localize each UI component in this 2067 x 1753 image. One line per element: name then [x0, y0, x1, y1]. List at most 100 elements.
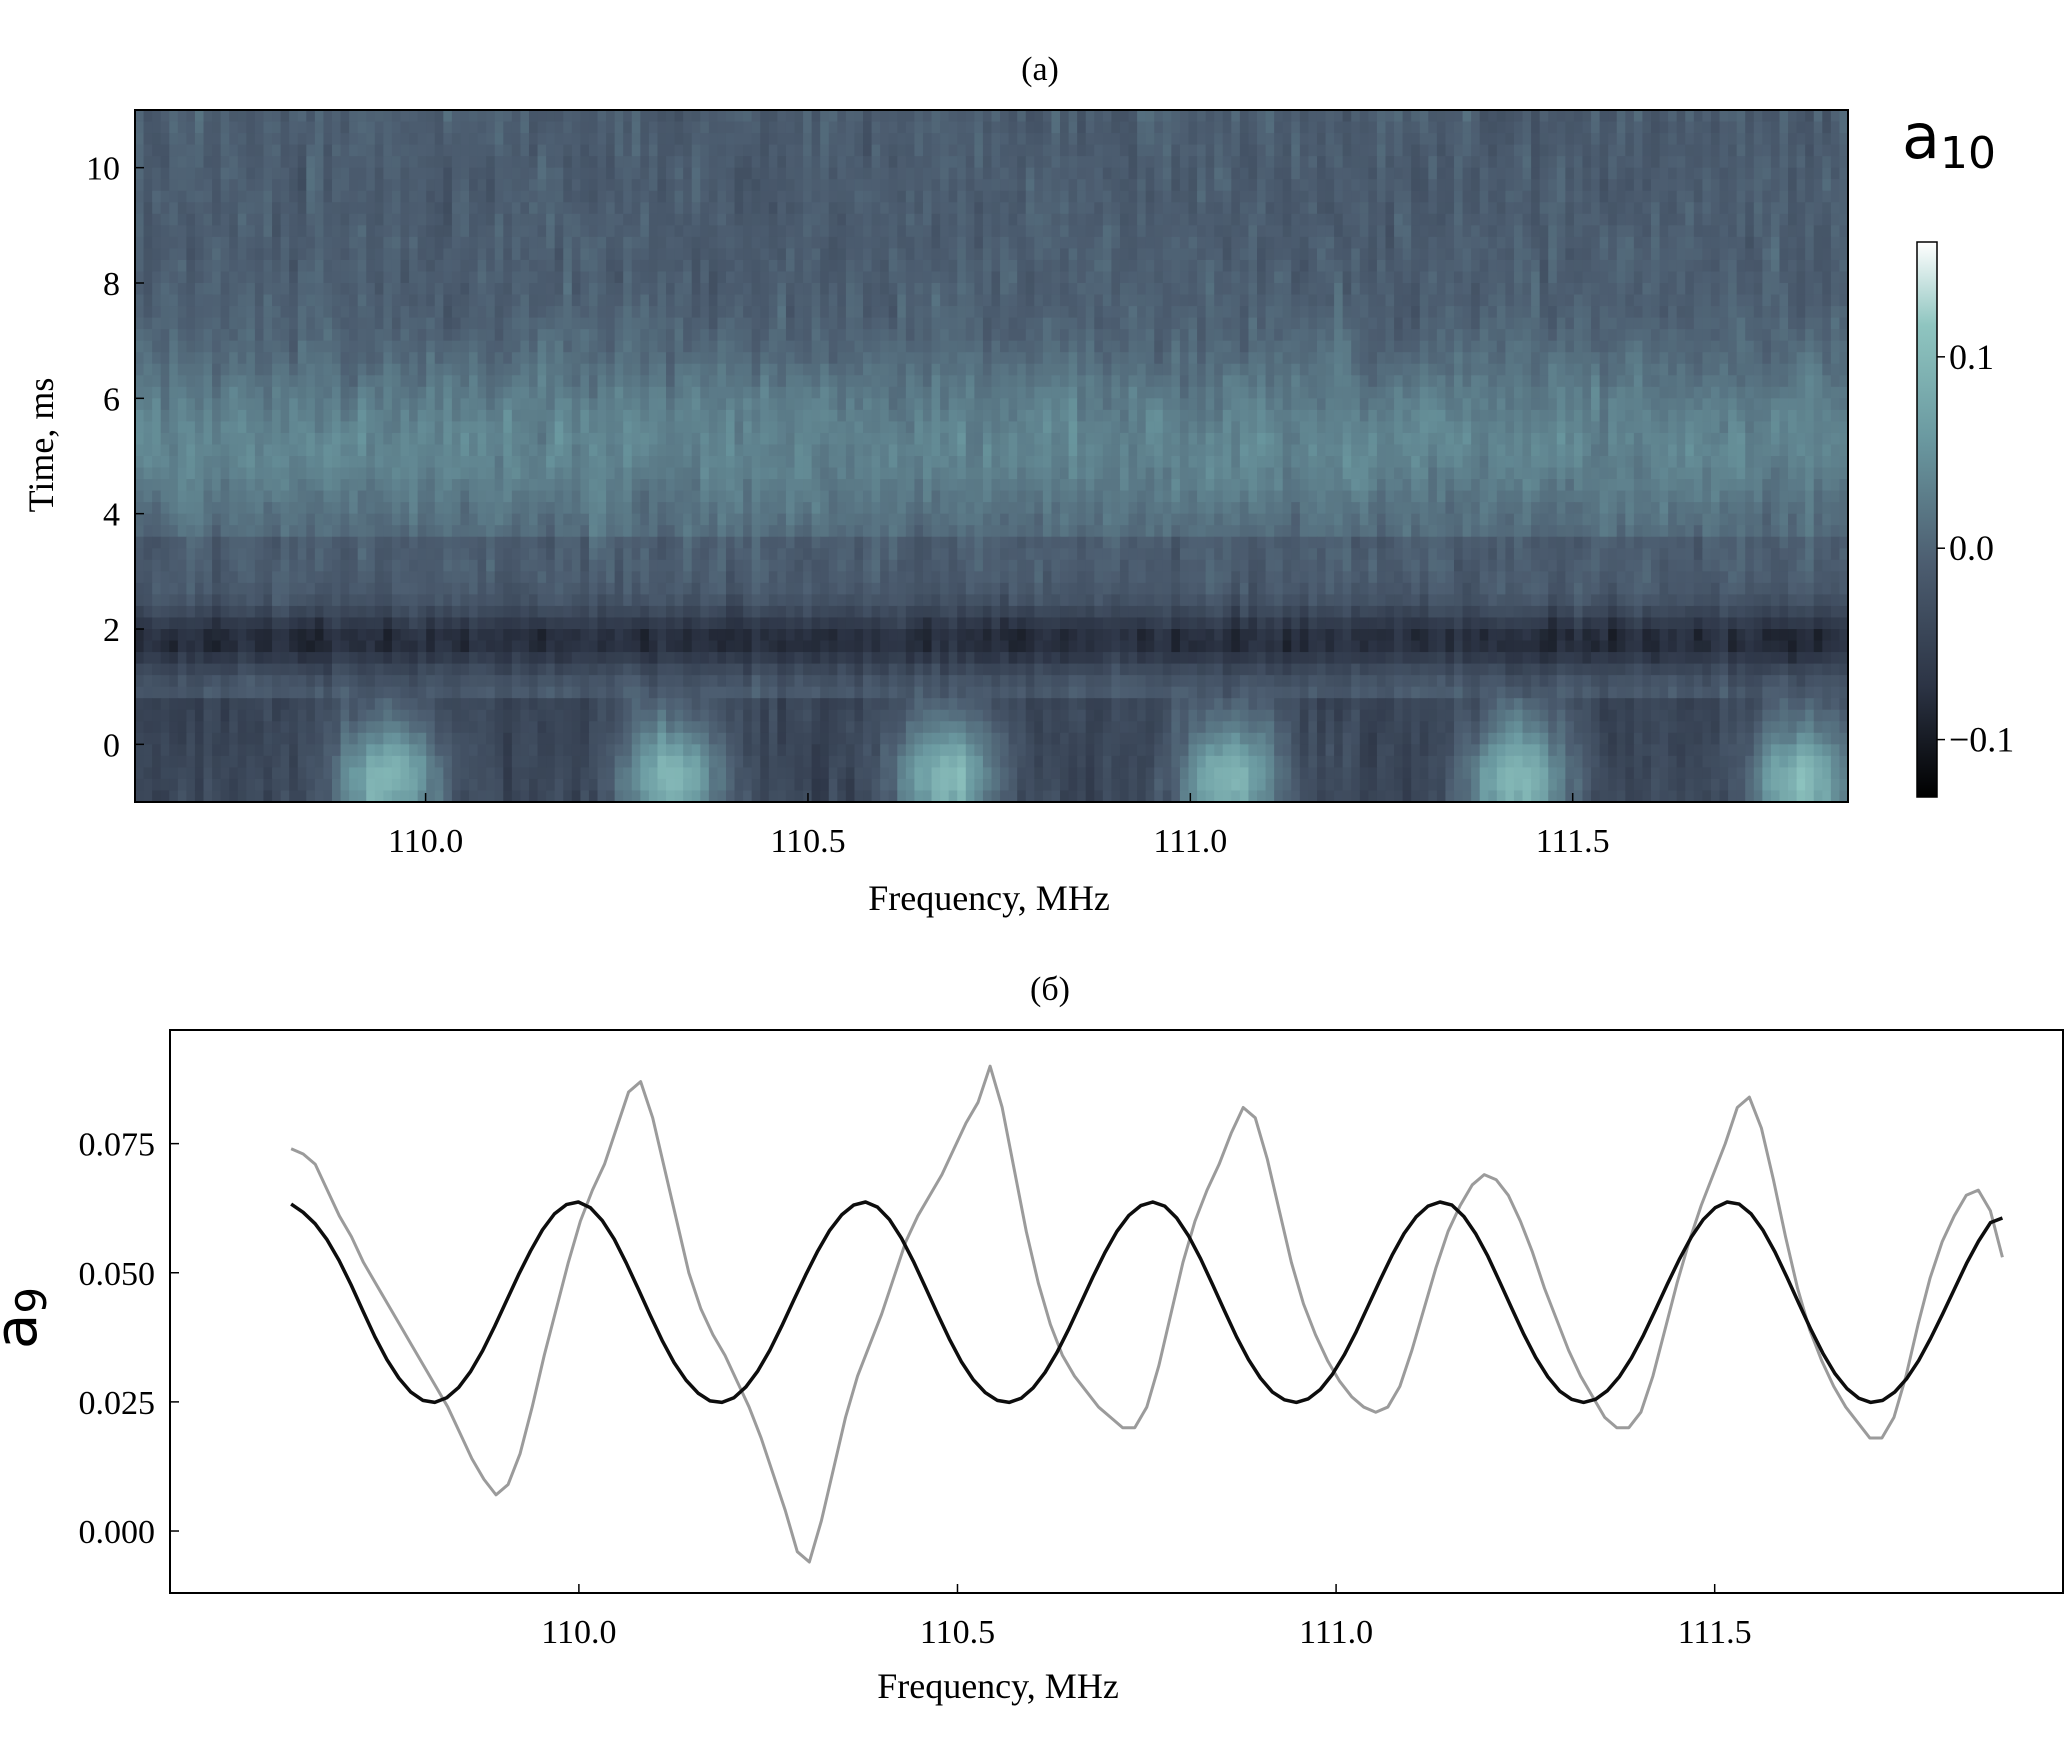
heatmap-cell — [897, 283, 907, 296]
heatmap-cell — [1034, 179, 1044, 192]
heatmap-cell — [537, 271, 547, 284]
heatmap-cell — [246, 133, 256, 146]
heatmap-cell — [486, 259, 496, 273]
heatmap-cell — [1325, 375, 1335, 388]
heatmap-cell — [768, 375, 778, 388]
heatmap-cell — [1633, 156, 1644, 169]
heatmap-cell — [203, 202, 213, 215]
heatmap-cell — [1214, 156, 1224, 169]
heatmap-cell — [323, 236, 333, 249]
heatmap-cell — [1573, 156, 1584, 169]
heatmap-cell — [1411, 190, 1421, 203]
heatmap-cell — [571, 375, 581, 388]
heatmap-cell — [477, 375, 487, 388]
heatmap-cell — [1548, 294, 1558, 307]
heatmap-cell — [1222, 156, 1232, 169]
heatmap-cell — [588, 259, 599, 273]
heatmap-cell — [263, 110, 273, 123]
heatmap-cell — [700, 340, 710, 353]
heatmap-cell — [863, 110, 873, 123]
heatmap-cell — [1222, 248, 1232, 261]
heatmap-cell — [443, 144, 453, 157]
heatmap-cell — [511, 156, 522, 169]
heatmap-cell — [657, 271, 667, 284]
heatmap-cell — [434, 236, 444, 249]
heatmap-cell — [237, 340, 247, 353]
heatmap-cell — [152, 144, 162, 157]
heatmap-cell — [777, 213, 787, 226]
heatmap-cell — [477, 167, 487, 180]
heatmap-cell — [580, 190, 590, 203]
heatmap-cell — [263, 329, 273, 342]
heatmap-cell — [1359, 306, 1369, 319]
heatmap-cell — [657, 156, 667, 169]
heatmap-cell — [400, 352, 410, 365]
heatmap-cell — [528, 144, 539, 157]
heatmap-cell — [1796, 110, 1806, 123]
heatmap-cell — [409, 317, 419, 330]
heatmap-cell — [494, 340, 504, 353]
heatmap-cell — [263, 294, 273, 307]
heatmap-cell — [666, 248, 676, 261]
heatmap-cell — [1119, 236, 1130, 249]
heatmap-cell — [948, 306, 958, 319]
heatmap-cell — [708, 340, 719, 353]
heatmap-cell — [965, 144, 975, 157]
heatmap-cell — [1325, 306, 1335, 319]
heatmap-cell — [1316, 179, 1327, 192]
heatmap-cell — [1539, 167, 1549, 180]
heatmap-cell — [229, 110, 239, 123]
heatmap-cell — [1154, 121, 1164, 134]
heatmap-cell — [443, 352, 453, 365]
heatmap-cell — [871, 375, 881, 388]
heatmap-cell — [957, 352, 967, 365]
heatmap-cell — [1770, 156, 1781, 169]
heatmap-cell — [220, 340, 230, 353]
heatmap-cell — [1257, 156, 1267, 169]
heatmap-cell — [1402, 167, 1412, 180]
heatmap-cell — [785, 329, 796, 342]
heatmap-cell — [811, 179, 821, 192]
heatmap-cell — [905, 225, 916, 238]
heatmap-cell — [1291, 375, 1301, 388]
heatmap-cell — [837, 386, 847, 399]
heatmap-cell — [563, 202, 573, 215]
heatmap-cell — [1128, 167, 1138, 180]
heatmap-cell — [743, 271, 753, 284]
heatmap-cell — [1179, 133, 1190, 146]
heatmap-cell — [1462, 225, 1472, 238]
heatmap-cell — [1111, 236, 1121, 249]
heatmap-cell — [1231, 306, 1241, 319]
heatmap-cell — [212, 202, 222, 215]
heatmap-cell — [306, 133, 316, 146]
heatmap-cell — [991, 248, 1001, 261]
heatmap-cell — [785, 375, 796, 388]
heatmap-cell — [1788, 213, 1798, 226]
heatmap-cell — [803, 386, 813, 399]
heatmap-cell — [785, 306, 796, 319]
heatmap-cell — [1770, 352, 1781, 365]
heatmap-cell — [1154, 306, 1164, 319]
heatmap-cell — [666, 283, 676, 296]
heatmap-cell — [845, 386, 856, 399]
heatmap-cell — [194, 248, 205, 261]
heatmap-cell — [1351, 202, 1361, 215]
heatmap-cell — [1000, 248, 1010, 261]
heatmap-cell — [1625, 236, 1635, 249]
heatmap-cell — [1257, 259, 1267, 273]
heatmap-cell — [820, 340, 830, 353]
heatmap-cell — [1205, 133, 1215, 146]
heatmap-cell — [940, 133, 950, 146]
heatmap-cell — [212, 110, 222, 123]
heatmap-cell — [443, 248, 453, 261]
heatmap-cell — [1419, 121, 1429, 134]
heatmap-cell — [186, 179, 196, 192]
heatmap-cell — [734, 375, 744, 388]
heatmap-cell — [1651, 352, 1661, 365]
heatmap-cell — [1445, 340, 1455, 353]
heatmap-cell — [1436, 156, 1447, 169]
heatmap-cell — [340, 213, 350, 226]
heatmap-cell — [1102, 294, 1112, 307]
heatmap-cell — [1231, 283, 1241, 296]
heatmap-cell — [657, 236, 667, 249]
